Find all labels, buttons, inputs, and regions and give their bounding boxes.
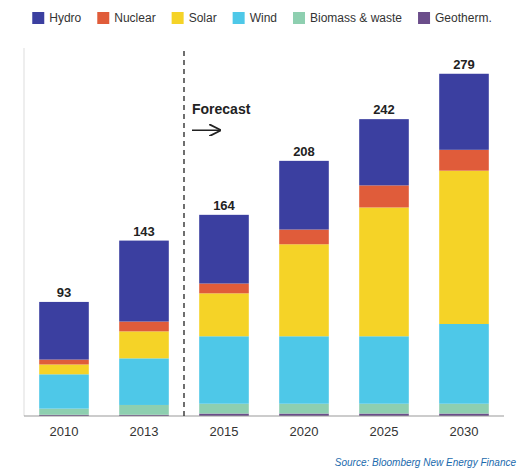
bar-segment [39, 374, 89, 408]
x-tick-label: 2020 [290, 424, 319, 439]
chart: 93 143 164 208 242 279 2010 2013 2015 2020 2025 203… [0, 0, 524, 474]
legend-swatch [293, 12, 305, 24]
legend-swatch [172, 12, 184, 24]
legend-swatch [32, 12, 44, 24]
bar-segment [199, 293, 249, 336]
x-tick-label: 2030 [450, 424, 479, 439]
forecast-divider [183, 48, 184, 416]
bar-segment [39, 364, 89, 374]
total-label: 242 [373, 102, 395, 117]
bar-segment [439, 74, 489, 150]
bar-segment [439, 171, 489, 324]
legend-label: Biomass & waste [310, 11, 402, 25]
legend-label: Nuclear [114, 11, 155, 25]
bar-segment [199, 404, 249, 414]
x-tick-label: 2025 [370, 424, 399, 439]
bar-segment [359, 404, 409, 414]
bar-segment [279, 404, 329, 414]
bar-segment [119, 358, 169, 405]
total-label: 279 [453, 57, 475, 72]
legend-swatch [233, 12, 245, 24]
bar-segment [119, 331, 169, 358]
forecast-arrow [192, 129, 220, 131]
bar-segment [119, 405, 169, 415]
bar-segment [39, 302, 89, 360]
legend-label: Solar [189, 11, 217, 25]
bar-segment [359, 207, 409, 336]
x-tick-label: 2015 [210, 424, 239, 439]
bar-segment [439, 150, 489, 171]
source: Source: Bloomberg New Energy Finance [335, 457, 517, 468]
bars [39, 74, 489, 416]
total-label: 208 [293, 144, 315, 159]
bar-segment [359, 336, 409, 403]
bar-segment [39, 360, 89, 365]
bar-segment [119, 241, 169, 322]
x-axis-line [24, 416, 504, 417]
bar-segment [439, 324, 489, 404]
bar-segment [279, 336, 329, 403]
legend-label: Wind [250, 11, 277, 25]
total-label: 143 [133, 224, 155, 239]
annotation: Forecast [192, 101, 251, 117]
bar-segment [439, 404, 489, 414]
legend-label: Hydro [49, 11, 81, 25]
legend: Hydro Nuclear Solar Wind Biomass & waste Geot… [32, 11, 491, 25]
bar-segment [199, 215, 249, 284]
bar-segment [39, 409, 89, 415]
bar-segment [279, 230, 329, 245]
legend-swatch [97, 12, 109, 24]
x-tick-label: 2013 [130, 424, 159, 439]
bar-segment [119, 322, 169, 332]
bar-segment [279, 244, 329, 336]
y-axis-line [24, 48, 25, 416]
total-label: 164 [213, 198, 235, 213]
bar-segment [199, 336, 249, 403]
legend-label: Geotherm. [435, 11, 492, 25]
bar-segment [279, 161, 329, 230]
bar-segment [359, 185, 409, 207]
x-tick-label: 2010 [50, 424, 79, 439]
bar-segment [359, 119, 409, 185]
bar-segment [199, 284, 249, 294]
total-label: 93 [57, 285, 71, 300]
legend-swatch [418, 12, 430, 24]
